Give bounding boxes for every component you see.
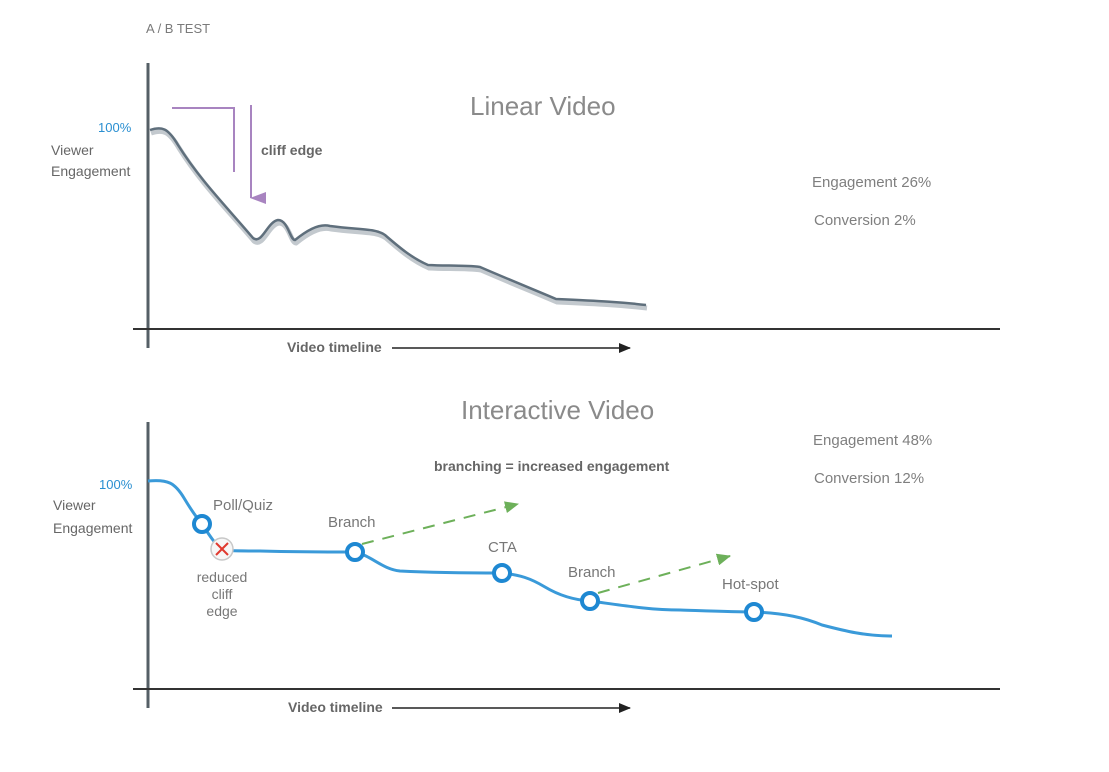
cliff-edge-label: cliff edge: [261, 142, 323, 158]
cta-label: CTA: [488, 539, 517, 556]
interactive-y-label-2: Engagement: [53, 520, 133, 536]
linear-engagement: Engagement 26%: [812, 174, 932, 191]
cta-marker: [492, 563, 512, 583]
linear-curve: [149, 127, 647, 307]
branch2-marker: [580, 591, 600, 611]
linear-y-label-2: Engagement: [51, 163, 131, 179]
linear-curve-shadow: [150, 128, 648, 311]
poll-quiz-label: Poll/Quiz: [213, 497, 274, 514]
hotspot-marker: [744, 602, 764, 622]
linear-x-label: Video timeline: [287, 339, 382, 355]
reduced-line-2: cliff: [211, 586, 233, 602]
interactive-y-label-1: Viewer: [53, 497, 96, 513]
reduced-cliff-x-icon: [210, 537, 234, 561]
interactive-100-label: 100%: [99, 477, 133, 492]
interactive-engagement: Engagement 48%: [813, 432, 933, 449]
linear-title: Linear Video: [470, 91, 616, 121]
reduced-line-3: edge: [206, 603, 238, 619]
interactive-title: Interactive Video: [461, 395, 655, 425]
branch1-dashed-arrow: [361, 501, 519, 545]
linear-conversion: Conversion 2%: [814, 212, 916, 229]
branching-note: branching = increased engagement: [434, 458, 670, 474]
branch2-label: Branch: [568, 564, 616, 581]
branch1-label: Branch: [328, 514, 376, 531]
branch1-marker: [345, 542, 365, 562]
hotspot-label: Hot-spot: [722, 576, 779, 593]
branch2-dashed-arrow: [597, 553, 731, 594]
reduced-cliff-label: reduced cliff edge: [192, 569, 252, 620]
linear-100-label: 100%: [98, 120, 132, 135]
page-header: A / B TEST: [146, 21, 211, 36]
interactive-x-label: Video timeline: [288, 699, 383, 715]
interactive-conversion: Conversion 12%: [814, 470, 925, 487]
linear-y-label-1: Viewer: [51, 142, 94, 158]
reduced-line-1: reduced: [196, 569, 248, 585]
poll-quiz-marker: [192, 514, 212, 534]
cliff-edge-bracket: [172, 107, 235, 172]
